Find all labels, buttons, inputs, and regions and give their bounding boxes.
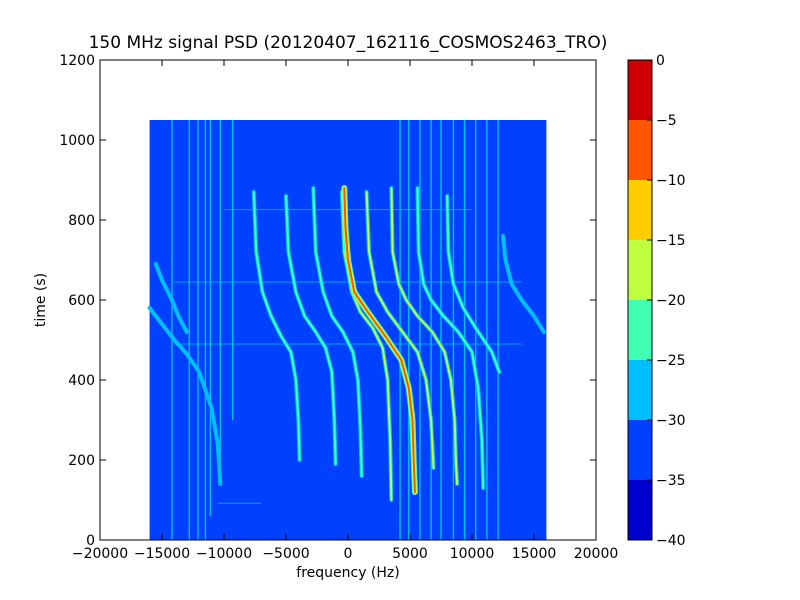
x-tick-label: 0	[344, 546, 353, 562]
colorbar-segment	[628, 240, 652, 300]
y-tick-label: 400	[68, 373, 95, 389]
colorbar-tick-label: −25	[656, 353, 686, 369]
doppler-trace	[285, 195, 337, 465]
colorbar-tick-label: −35	[656, 473, 686, 489]
y-tick-label: 0	[86, 533, 95, 549]
colorbar-segment	[628, 480, 652, 540]
x-tick-label: 5000	[392, 546, 428, 562]
colorbar-segment	[628, 300, 652, 360]
x-tick-label: 15000	[512, 546, 557, 562]
doppler-trace	[446, 195, 501, 373]
doppler-trace	[365, 191, 435, 469]
colorbar-segment	[628, 60, 652, 120]
x-tick-label: 20000	[574, 546, 619, 562]
y-tick-label: 600	[68, 293, 95, 309]
x-tick-label: 10000	[450, 546, 495, 562]
colorbar-segment	[628, 120, 652, 180]
colorbar-tick-label: 0	[656, 53, 665, 69]
colorbar-segment	[628, 420, 652, 480]
x-tick-label: −5000	[262, 546, 309, 562]
colorbar-tick-label: −15	[656, 233, 686, 249]
x-tick-label: −15000	[134, 546, 190, 562]
doppler-trace	[502, 235, 545, 333]
heatmap-background	[149, 120, 547, 540]
doppler-trace	[343, 187, 416, 493]
x-axis-label: frequency (Hz)	[296, 565, 399, 581]
doppler-trace	[312, 187, 363, 477]
x-tick-label: −10000	[196, 546, 252, 562]
y-tick-label: 1200	[59, 53, 95, 69]
heatmap-layer	[147, 120, 547, 540]
doppler-trace	[416, 187, 485, 489]
doppler-trace	[390, 187, 459, 485]
doppler-trace	[148, 307, 222, 485]
y-axis-label: time (s)	[33, 273, 49, 327]
y-tick-label: 800	[68, 213, 95, 229]
colorbar-tick-label: −40	[656, 533, 686, 549]
plot-area	[99, 59, 597, 541]
colorbar-tick-label: −30	[656, 413, 686, 429]
colorbar: −40 −35 −30 −25 −20 −15 −10 −5 0	[627, 53, 686, 549]
y-tick-label: 1000	[59, 133, 95, 149]
colorbar-tick-label: −20	[656, 293, 686, 309]
colorbar-tick-label: −10	[656, 173, 686, 189]
doppler-trace	[154, 263, 188, 333]
y-axis-ticks: 0 200 400 600 800 1000 1200	[59, 53, 596, 549]
x-tick-label: −20000	[72, 546, 128, 562]
y-tick-label: 200	[68, 453, 95, 469]
colorbar-segment	[628, 360, 652, 420]
colorbar-segment	[628, 180, 652, 240]
colorbar-tick-label: −5	[656, 113, 677, 129]
chart-title: 150 MHz signal PSD (20120407_162116_COSM…	[89, 33, 608, 53]
x-axis-ticks: −20000 −15000 −10000 −5000 0 5000 10000 15000 20…	[72, 60, 618, 562]
doppler-trace	[252, 191, 301, 461]
